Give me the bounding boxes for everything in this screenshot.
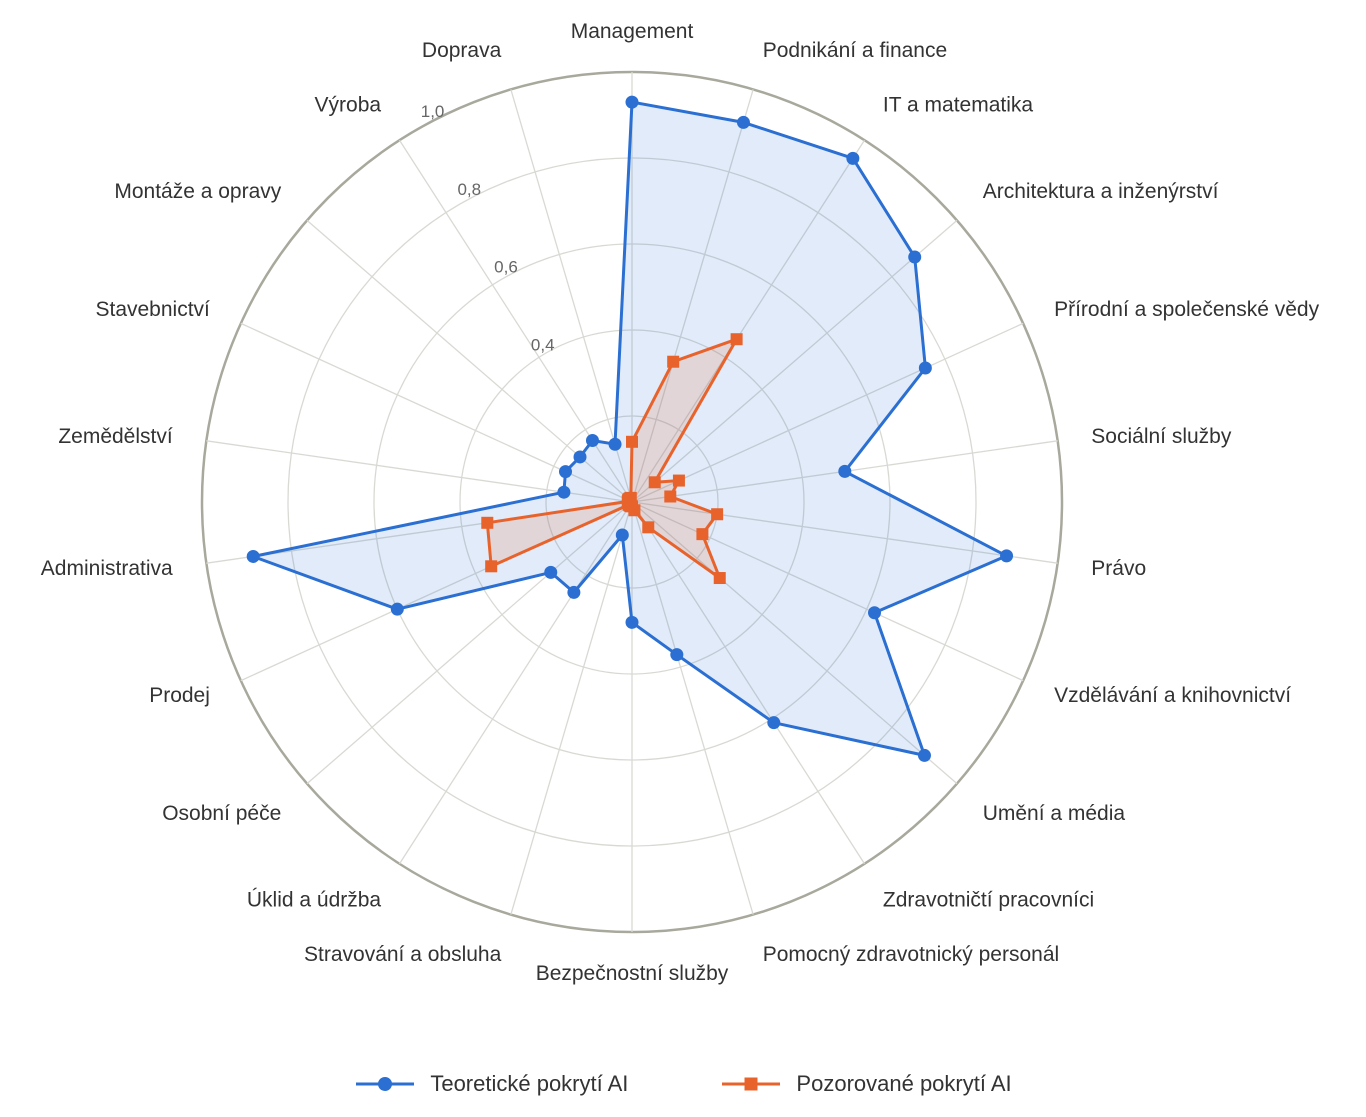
data-point[interactable] [567,585,581,599]
grid-spoke [631,501,866,865]
data-point[interactable] [846,151,860,165]
data-point[interactable] [918,361,932,375]
axis-label: Stravování a obsluha [304,943,502,966]
legend-swatch-square-icon [722,1077,781,1091]
axis-label: IT a matematika [883,94,1033,117]
data-point[interactable] [868,606,882,620]
data-point[interactable] [246,549,260,563]
data-point[interactable] [672,474,685,487]
axis-label: Doprava [422,39,502,62]
legend-item-pozorovane[interactable]: Pozorované pokrytí AI [720,1071,1012,1097]
axis-label: Montáže a opravy [114,180,281,203]
data-point[interactable] [664,490,677,503]
data-point[interactable] [711,508,724,521]
data-point[interactable] [670,648,684,662]
data-point[interactable] [696,528,709,541]
data-point[interactable] [608,437,622,451]
grid-spoke [631,322,1024,503]
radial-tick-label: 0,8 [457,180,481,199]
legend-item-teoreticke[interactable]: Teoretické pokrytí AI [354,1071,628,1097]
legend-label-pozorovane: Pozorované pokrytí AI [796,1071,1012,1096]
axis-label: Pomocný zdravotnický personál [763,943,1059,966]
axis-label: Sociální služby [1091,425,1232,448]
data-point[interactable] [390,602,404,616]
axis-label: Podnikání a finance [763,39,947,62]
series-line-teoreticke [251,100,1008,757]
data-point[interactable] [908,250,922,264]
axis-label: Bezpečnostní služby [536,962,729,985]
data-point[interactable] [917,748,931,762]
axis-label: Management [571,20,694,43]
grid-spoke [631,501,958,785]
radial-tick-label: 0,4 [531,335,555,354]
axis-label: Osobní péče [162,802,281,825]
data-point[interactable] [767,716,781,730]
data-point[interactable] [481,516,494,529]
data-point[interactable] [559,465,573,479]
radar-chart: 0,4 0,6 0,8 1,0 Management Podnikání a finan… [41,20,1320,985]
grid-spoke [510,89,633,503]
data-point[interactable] [544,565,558,579]
grid-spoke [510,501,633,915]
data-point[interactable] [626,435,638,448]
data-point[interactable] [573,450,587,464]
grid-spoke [631,89,754,503]
legend-swatch-circle-icon [356,1077,415,1091]
data-point[interactable] [838,464,852,478]
radial-tick-label: 1,0 [421,102,445,121]
axis-label: Prodej [149,684,210,707]
radial-tick-label: 0,6 [494,258,518,277]
axis-label: Administrativa [41,557,173,580]
axis-label: Úklid a údržba [247,888,382,911]
data-point[interactable] [1000,549,1014,563]
data-point[interactable] [730,333,743,346]
grid-spoke [631,219,958,503]
data-point[interactable] [585,434,599,448]
axis-label: Právo [1091,557,1146,580]
series-layer [246,95,1014,762]
radial-tick-labels: 0,4 0,6 0,8 1,0 [421,102,555,354]
axis-label: Vzdělávání a knihovnictví [1054,684,1291,707]
data-point[interactable] [736,115,750,129]
axis-label: Architektura a inženýrství [983,180,1219,203]
data-point[interactable] [485,560,498,573]
legend-label-teoreticke: Teoretické pokrytí AI [430,1071,629,1096]
data-point[interactable] [642,521,655,534]
data-point[interactable] [557,485,571,499]
grid-spoke [631,139,866,503]
grid-spoke [306,501,633,785]
axis-label: Zdravotničtí pracovníci [883,888,1094,911]
axis-label: Přírodní a společenské vědy [1054,298,1319,321]
grid-spoke [631,501,1058,564]
axis-label: Výroba [315,94,382,117]
data-point[interactable] [615,528,629,542]
data-point[interactable] [667,355,680,368]
data-point[interactable] [625,615,639,629]
data-point[interactable] [624,491,637,504]
data-point[interactable] [713,572,726,585]
axis-label: Umění a média [983,802,1126,825]
data-point[interactable] [648,476,661,489]
axis-label: Stavebnictví [95,298,210,321]
data-point[interactable] [625,95,639,109]
category-labels: Management Podnikání a finance IT a matema… [41,20,1320,985]
grid-spoke [398,501,633,865]
grid-spoke [631,501,754,915]
axis-label: Zemědělství [58,425,173,448]
legend: Teoretické pokrytí AI Pozorované pokrytí… [0,1062,1366,1106]
